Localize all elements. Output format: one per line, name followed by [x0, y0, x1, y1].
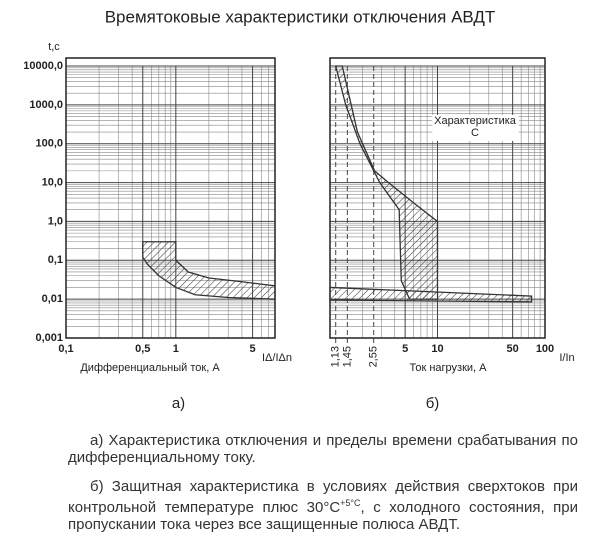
x-tick-label: 50	[507, 343, 519, 355]
y-tick-label: 0,001	[35, 332, 63, 344]
caption-sup: +5°C	[340, 498, 361, 508]
caption: б) Защитная характеристика в условиях де…	[68, 478, 578, 533]
x-tick-label: 1,45	[341, 346, 353, 367]
x-axis-label: Дифференциальный ток, А	[80, 362, 220, 374]
x-tick-label: 5	[250, 343, 256, 355]
x-tick-label: 5	[402, 343, 408, 355]
y-tick-label: 0,1	[48, 254, 63, 266]
caption: а) Характеристика отключения и пределы в…	[68, 432, 578, 466]
figure-title: Времятоковые характеристики отключения А…	[105, 7, 496, 26]
y-axis-label: t,c	[48, 41, 60, 53]
band	[329, 286, 533, 303]
caption-text: , с холодного состояния, при пропускании…	[68, 499, 579, 533]
panel-label: б)	[426, 395, 440, 412]
plot-frame	[65, 57, 276, 339]
x-tick-label: 1,13	[330, 346, 342, 367]
x-unit-label: I/In	[559, 352, 574, 364]
x-tick-label: 1	[173, 343, 179, 355]
figure: Времятоковые характеристики отключения А…	[23, 7, 574, 412]
y-tick-label: 0,01	[42, 293, 63, 305]
x-tick-label: 2,55	[368, 346, 380, 367]
caption-text: б) Защитная характеристика в условиях де…	[68, 478, 578, 516]
y-tick-label: 10,0	[42, 176, 63, 188]
x-tick-label: 10	[431, 343, 443, 355]
y-tick-label: 1000,0	[29, 99, 63, 111]
annotation: Характеристика	[434, 115, 517, 127]
panel-label: а)	[172, 395, 185, 412]
annotation-bg	[432, 114, 519, 141]
caption-text: а) Характеристика отключения и пределы в…	[68, 432, 578, 466]
x-tick-label: 100	[536, 343, 554, 355]
y-tick-label: 1,0	[48, 215, 63, 227]
annotation: C	[471, 127, 479, 139]
x-axis-label: Ток нагрузки, А	[410, 362, 488, 374]
band	[142, 241, 276, 300]
x-tick-label: 0,5	[135, 343, 150, 355]
plot-frame	[329, 57, 546, 339]
y-tick-label: 10000,0	[23, 60, 63, 72]
captions: а) Характеристика отключения и пределы в…	[68, 432, 578, 545]
y-tick-label: 100,0	[35, 138, 63, 150]
x-unit-label: IΔ/IΔn	[262, 352, 292, 364]
x-tick-label: 0,1	[58, 343, 73, 355]
